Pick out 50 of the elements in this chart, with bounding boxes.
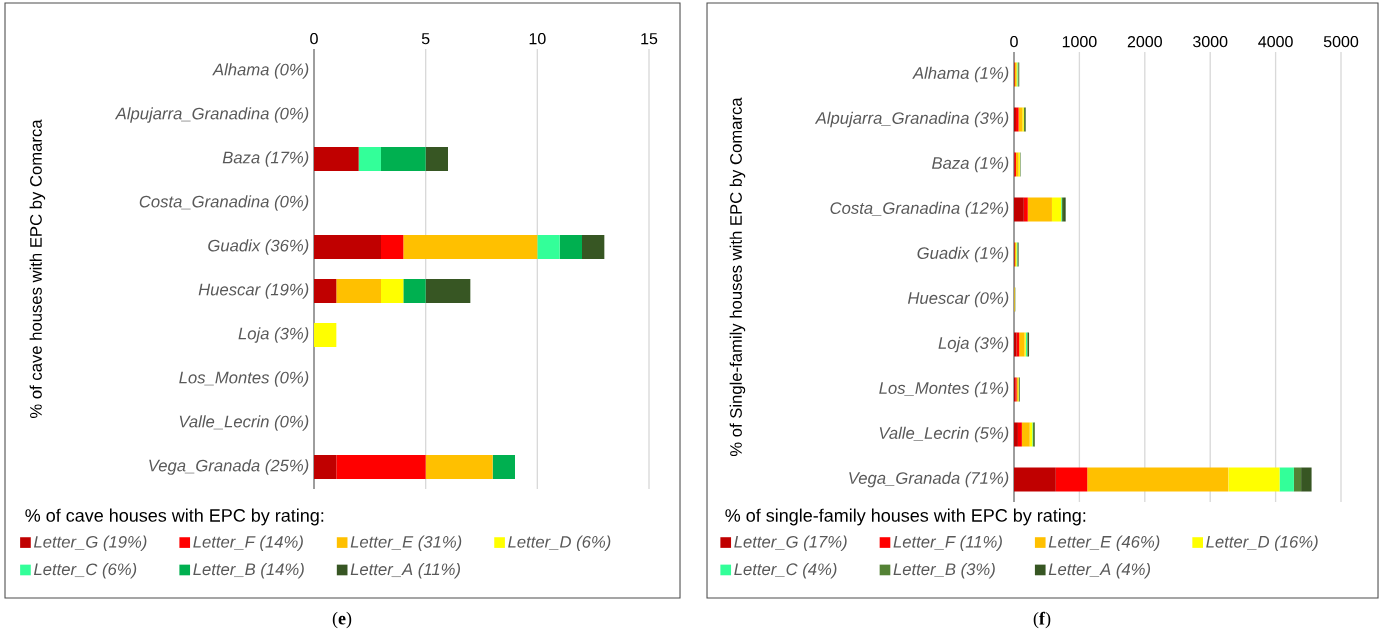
legend-label: Letter_F (11%) [893,535,1002,552]
y-tick-label: Los_Montes (1%) [879,381,1009,398]
x-tick-label: 5 [421,33,430,45]
y-tick-label: Costa_Granadina (12%) [830,201,1009,218]
y-axis-title: % of Single-family houses with EPC by Comarca [729,97,746,457]
legend-label: Letter_A (4%) [1048,562,1151,579]
y-tick-label: Valle_Lecrin (5%) [879,426,1009,443]
legend-label: Letter_C (4%) [734,562,837,579]
legend-title: % of single-family houses with EPC by rating: [725,508,1086,526]
legend-label: Letter_E (31%) [350,535,462,552]
legend-label: Letter_D (6%) [508,535,611,552]
x-tick-label: 3000 [1193,35,1228,48]
y-tick-label: Huescar (19%) [198,283,309,299]
y-tick-label: Alpujarra_Granadina (0%) [114,107,309,123]
y-tick-label: Baza (17%) [222,151,309,167]
y-tick-label: Costa_Granadina (0%) [139,195,309,211]
legend-label: Letter_A (11%) [350,562,461,579]
legend-label: Letter_G (19%) [33,535,147,552]
y-tick-label: Loja (3%) [238,327,309,343]
x-tick-label: 1000 [1062,35,1097,48]
legend-label: Letter_B (14%) [193,562,304,579]
y-tick-label: Guadix (36%) [208,239,309,255]
legend-title: % of cave houses with EPC by rating: [25,508,324,526]
y-tick-label: Vega_Granada (71%) [849,471,1009,488]
x-tick-label: 4000 [1258,35,1293,48]
y-tick-label: Alpujarra_Granadina (3%) [814,111,1009,128]
y-tick-label: Guadix (1%) [917,246,1009,263]
legend-label: Letter_G (17%) [734,535,847,552]
x-tick-label: 10 [529,32,546,45]
x-tick-label: 5000 [1323,35,1359,48]
y-tick-label: Alhama (1%) [912,66,1009,83]
y-tick-label: Vega_Granada (25%) [149,459,309,475]
x-tick-label: 15 [641,33,658,45]
y-tick-label: Los_Montes (0%) [179,371,309,387]
y-tick-label: Alhama (0%) [212,63,309,79]
legend-label: Letter_D (16%) [1206,535,1318,552]
legend-label: Letter_F (14%) [193,535,303,552]
legend-label: Letter_E (46%) [1048,535,1160,552]
x-tick-label: 0 [310,32,318,45]
x-tick-label: 2000 [1127,35,1162,48]
legend-label: Letter_B (3%) [893,562,995,579]
y-axis-title: % of cave houses with EPC by Comarca [29,119,46,419]
legend-label: Letter_C (6%) [33,562,137,579]
y-tick-label: Baza (1%) [932,156,1009,173]
x-tick-label: 0 [1010,35,1018,48]
text: (e) [332,611,352,629]
y-tick-label: Valle_Lecrin (0%) [179,415,309,431]
y-tick-label: Huescar (0%) [907,291,1009,308]
y-tick-label: Loja (3%) [938,336,1009,353]
text: (f) [1033,611,1051,629]
